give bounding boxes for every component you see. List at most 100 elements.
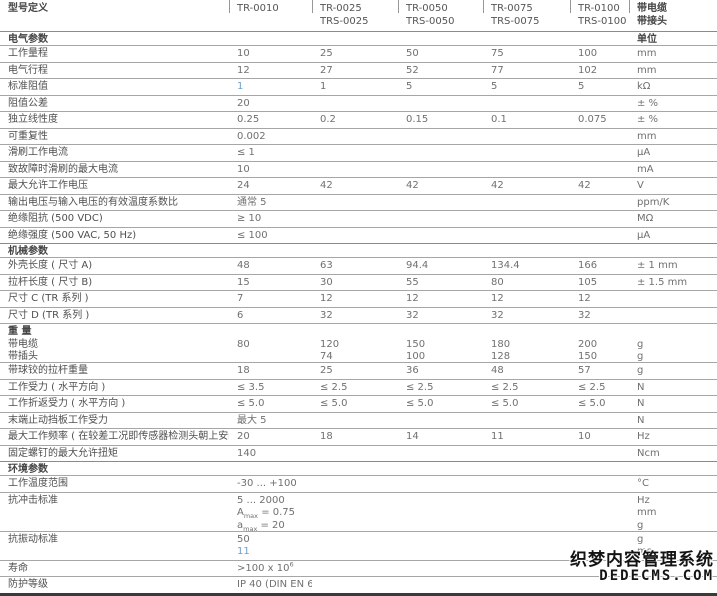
section-unit	[629, 462, 717, 475]
unit-cell: mA	[637, 163, 654, 175]
row-label: 工作折返受力 ( 水平方向 )	[8, 398, 126, 409]
value-cell-col-1: 80	[237, 338, 250, 350]
row-label: 末端止动挡板工作受力	[8, 414, 108, 426]
value-cell-col-5: 102	[578, 64, 598, 76]
table-row: 致故障时滑刷的最大电流 10 mA	[0, 160, 717, 178]
value-cell-col-4: 5	[491, 81, 498, 92]
section-row: 电气参数 单位	[0, 31, 717, 45]
watermark-dedecms-text: DEDECMS.COM	[599, 568, 714, 584]
value-cell-col-3	[398, 493, 483, 531]
value-cell-col-2	[312, 211, 398, 227]
value-cell-col-2	[312, 228, 398, 244]
value-cell-col-5	[570, 129, 629, 145]
value-cell-col-4: 0.1	[491, 114, 507, 125]
value-cell-col-5: 32	[578, 309, 591, 321]
value-cell-col-5	[570, 413, 629, 429]
unit-cell: N	[637, 414, 645, 426]
section-title: 环境参数	[8, 464, 48, 475]
table-row: 抗振动标准 50 11 g ms	[0, 530, 717, 560]
value-cell-col-3: 32	[406, 309, 419, 321]
value-cell-col-4	[483, 96, 570, 112]
watermark-cn-text: 织梦内容管理系统	[570, 550, 714, 570]
value-cell-col-5: 0.075	[578, 114, 607, 125]
value-cell-col-3: 55	[406, 276, 419, 288]
value-cell-col-2	[312, 96, 398, 112]
table-row: 尺寸 D (TR 系列 ) 6 32 32 32 32	[0, 306, 717, 324]
value-cell-col-3	[398, 446, 483, 462]
unit-cell: μA	[637, 229, 651, 241]
table-row: 绝缘强度 (500 VAC, 50 Hz) ≤ 100 μA	[0, 226, 717, 244]
value-cell-col-1: 0.25	[237, 114, 260, 125]
value-cell-col-1: 20	[237, 431, 250, 442]
value-cell-col-5	[570, 145, 629, 161]
value-cell-col-3: 12	[406, 293, 419, 304]
value-cell-col-4: 11	[491, 431, 504, 442]
row-label: 绝缘强度 (500 VAC, 50 Hz)	[8, 229, 137, 241]
table-row: 工作折返受力 ( 水平方向 ) ≤ 5.0 ≤ 5.0 ≤ 5.0 ≤ 5.0 ≤ 5.0…	[0, 395, 717, 412]
value-cell-col-2: 12	[320, 293, 333, 304]
value-cell-col-3	[398, 195, 483, 211]
section-row: 机械参数	[0, 243, 717, 257]
section-spacer-1	[229, 244, 312, 257]
unit-cell: ± 1 mm	[637, 260, 678, 271]
section-unit: 单位	[637, 34, 657, 45]
value-cell-col-2	[312, 129, 398, 145]
value-cell-col-5	[570, 96, 629, 112]
value-cell-col-3	[398, 577, 483, 593]
value-cell-col-1: 5 ... 2000 Amax = 0.75 amax = 20	[237, 494, 296, 531]
value-cell-col-5: ≤ 2.5	[578, 381, 606, 393]
unit-cell: Hz mm g	[637, 494, 657, 531]
unit-cell: V	[637, 180, 644, 191]
value-cell-col-4: ≤ 5.0	[491, 398, 519, 409]
table-row: 带球铰的拉杆重量 18 25 36 48 57 g	[0, 362, 717, 379]
value-cell-col-1: ≤ 3.5	[237, 381, 265, 393]
value-cell-col-5: 5	[578, 81, 585, 92]
section-spacer-5	[570, 462, 629, 475]
value-cell-col-5	[570, 446, 629, 462]
row-label: 最大允许工作电压	[8, 180, 88, 191]
unit-cell: ppm/K	[637, 196, 670, 208]
value-cell-col-5: 100	[578, 48, 598, 59]
table-row: 独立线性度 0.25 0.2 0.15 0.1 0.075 ± %	[0, 111, 717, 128]
row-label: 滑刷工作电流	[8, 147, 68, 158]
row-label: 输出电压与输入电压的有效温度系数比	[8, 196, 178, 208]
value-cell-col-4	[483, 145, 570, 161]
value-cell-col-4	[483, 561, 570, 577]
row-label: 电气行程	[8, 64, 48, 76]
value-cell-col-5: 10	[578, 431, 591, 442]
value-cell-col-3	[398, 413, 483, 429]
value-cell-col-4	[483, 162, 570, 178]
row-label: 阻值公差	[8, 97, 48, 109]
row-label: 固定螺钉的最大允许扭矩	[8, 447, 118, 459]
value-cell-col-5	[570, 162, 629, 178]
value-cell-col-3: 94.4	[406, 260, 429, 271]
value-cell-col-3: 0.15	[406, 114, 429, 125]
value-cell-col-2	[312, 532, 398, 560]
table-row: 标准阻值 1 1 5 5 5 kΩ	[0, 78, 717, 95]
value-cell-col-4: 134.4	[491, 260, 520, 271]
row-label: 抗冲击标准	[8, 494, 58, 506]
unit-cell: ± 1.5 mm	[637, 276, 688, 288]
value-cell-col-4	[483, 446, 570, 462]
value-cell-col-2	[312, 145, 398, 161]
section-spacer-1	[229, 32, 312, 45]
value-cell-col-2	[312, 162, 398, 178]
header-model-col-1: TR-0010	[229, 0, 312, 31]
row-label: 外壳长度 ( 尺寸 A)	[8, 260, 93, 271]
row-label: 工作量程	[8, 48, 48, 59]
value-cell-col-4	[483, 476, 570, 492]
value-cell-col-4: 12	[491, 293, 504, 304]
section-row: 环境参数	[0, 461, 717, 475]
unit-cell: kΩ	[637, 81, 651, 92]
value-cell-col-1: >100 x 106	[237, 560, 294, 574]
value-cell-col-5	[570, 476, 629, 492]
unit-cell: mm	[637, 64, 657, 76]
value-cell-col-4: 42	[491, 180, 504, 191]
table-row: 固定螺钉的最大允许扭矩 140 Ncm	[0, 444, 717, 462]
row-label: 可重复性	[8, 130, 48, 142]
value-cell-col-2: 30	[320, 276, 333, 288]
value-cell-col-1: 12	[237, 64, 250, 76]
value-cell-col-1: ≤ 5.0	[237, 398, 265, 409]
